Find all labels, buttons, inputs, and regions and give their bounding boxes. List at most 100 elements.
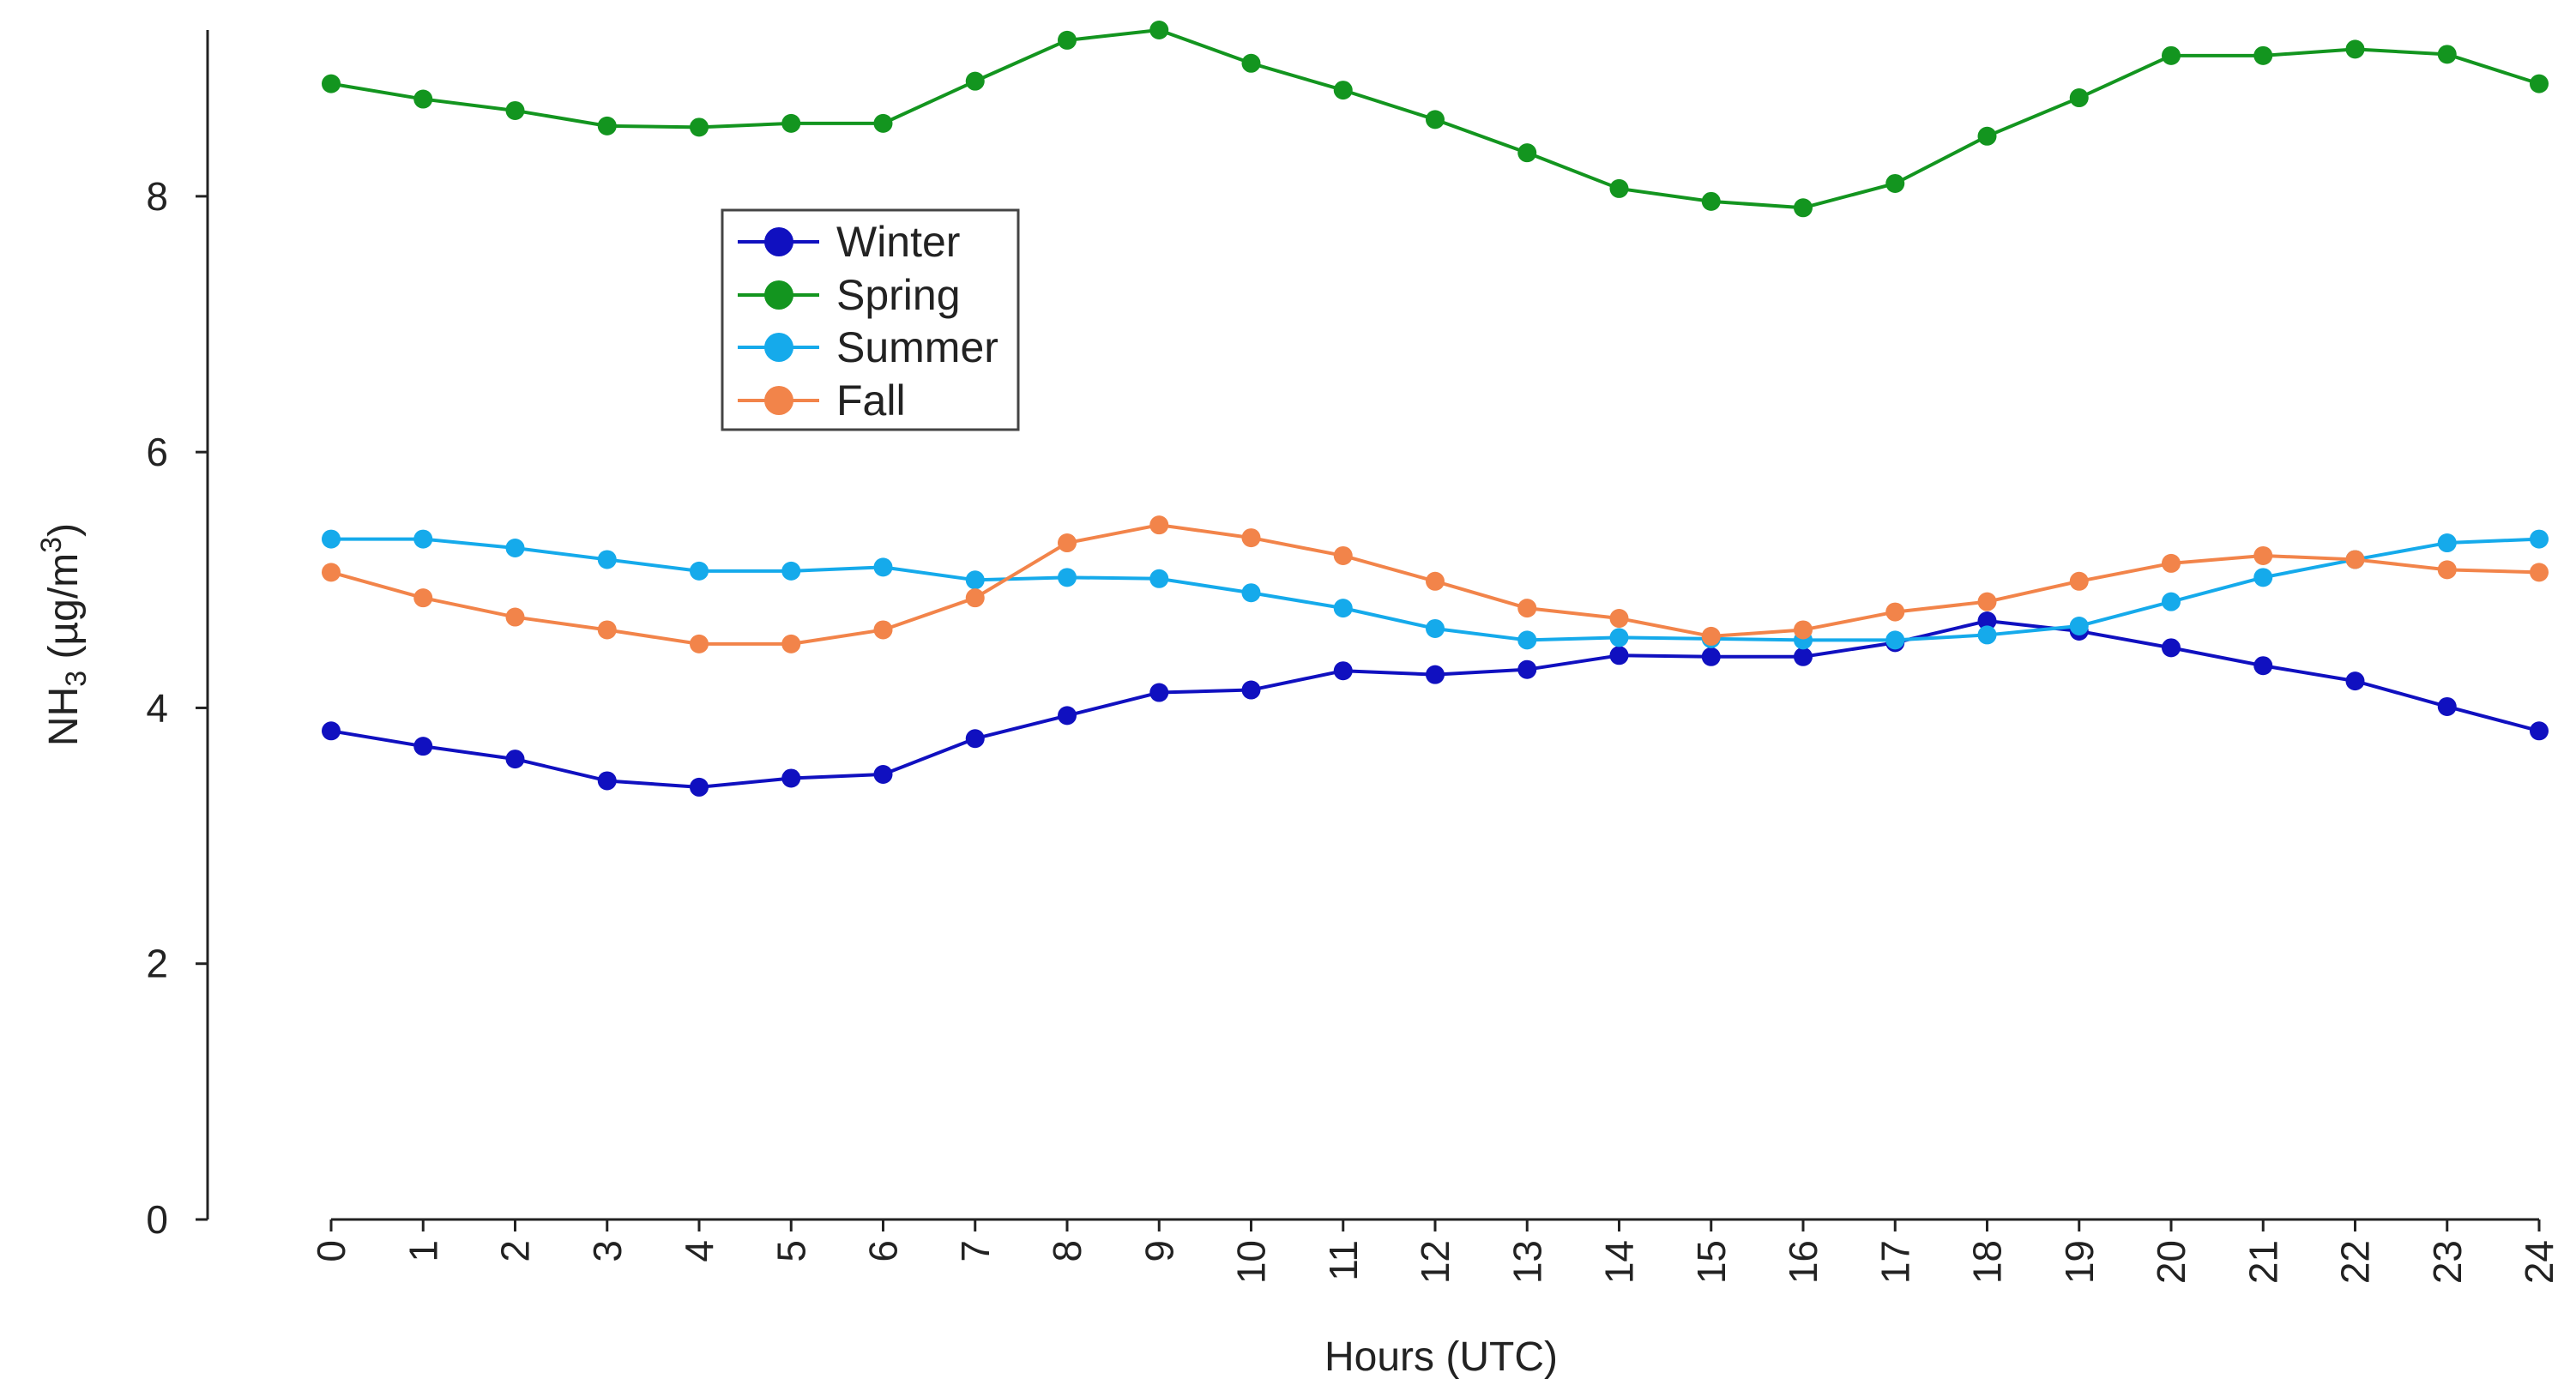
x-tick-label: 2 — [493, 1240, 538, 1262]
data-point-summer — [690, 561, 709, 581]
data-point-summer — [505, 539, 525, 558]
y-axis-title: NH3 (µg/m3) — [35, 523, 93, 746]
data-point-summer — [1149, 569, 1169, 588]
axes — [206, 30, 2539, 1221]
data-point-fall — [1794, 620, 1813, 640]
x-tick-label: 17 — [1873, 1240, 1917, 1284]
x-tick-label: 5 — [769, 1240, 813, 1262]
data-point-fall — [965, 588, 985, 608]
x-tick-label: 15 — [1689, 1240, 1734, 1284]
data-point-winter — [322, 721, 341, 741]
x-tick-label: 7 — [953, 1240, 998, 1262]
data-point-summer — [322, 529, 341, 549]
data-point-spring — [2530, 74, 2549, 93]
data-point-fall — [322, 563, 341, 582]
data-point-spring — [1426, 110, 1445, 129]
data-point-summer — [2530, 529, 2549, 549]
x-tick-label: 4 — [677, 1240, 721, 1262]
data-point-spring — [1149, 21, 1169, 39]
data-point-summer — [2162, 592, 2181, 611]
data-point-winter — [597, 771, 617, 791]
data-point-spring — [1794, 198, 1813, 218]
data-point-winter — [2162, 638, 2181, 658]
data-point-spring — [1977, 126, 1997, 146]
data-point-winter — [1058, 706, 1077, 726]
data-point-winter — [965, 729, 985, 749]
data-point-winter — [1701, 647, 1721, 666]
x-tick-label: 21 — [2241, 1240, 2285, 1284]
data-point-winter — [1794, 647, 1813, 666]
data-point-summer — [2437, 533, 2457, 553]
data-point-spring — [1517, 143, 1537, 163]
data-point-fall — [781, 634, 801, 653]
legend-item-summer: Summer — [738, 323, 998, 371]
data-point-summer — [2069, 616, 2089, 635]
series-winter — [322, 611, 2549, 797]
data-point-fall — [1701, 626, 1721, 646]
y-ticks: 0 2 4 6 8 — [146, 174, 208, 1242]
data-point-spring — [2162, 45, 2181, 65]
data-point-summer — [1058, 568, 1077, 587]
data-point-winter — [2530, 721, 2549, 741]
legend-item-fall: Fall — [738, 376, 906, 425]
x-ticks: 0 1 2 3 4 5 6 7 8 9 10 11 12 13 14 15 16 17 18 19 20 21 22 23 24 — [309, 1219, 2561, 1284]
data-point-fall — [505, 607, 525, 627]
y-tick-label: 4 — [146, 685, 168, 730]
x-tick-label: 24 — [2517, 1240, 2561, 1284]
y-axis-title-middle: (µg/m — [41, 553, 87, 671]
data-point-fall — [597, 620, 617, 640]
data-point-summer — [1241, 583, 1261, 603]
data-point-fall — [1977, 592, 1997, 611]
y-tick-label: 8 — [146, 174, 168, 219]
x-axis-title: Hours (UTC) — [1324, 1334, 1558, 1380]
data-point-fall — [2437, 560, 2457, 580]
data-point-fall — [690, 634, 709, 653]
data-point-winter — [690, 777, 709, 797]
data-point-spring — [322, 74, 341, 93]
x-tick-label: 20 — [2149, 1240, 2193, 1284]
data-point-summer — [1426, 618, 1445, 638]
data-point-winter — [1426, 665, 1445, 684]
legend-marker — [764, 280, 793, 310]
legend-marker — [764, 333, 793, 362]
x-tick-label: 22 — [2333, 1240, 2378, 1284]
x-tick-label: 8 — [1045, 1240, 1089, 1262]
data-point-summer — [1333, 599, 1353, 618]
legend-item-spring: Spring — [738, 271, 961, 319]
data-point-spring — [1701, 191, 1721, 211]
data-point-fall — [1058, 533, 1077, 553]
data-point-fall — [2530, 563, 2549, 582]
data-point-fall — [2345, 550, 2365, 569]
legend-label: Fall — [836, 376, 906, 425]
data-point-fall — [1426, 571, 1445, 591]
data-point-spring — [1609, 178, 1629, 198]
data-point-winter — [1149, 683, 1169, 702]
data-point-summer — [1609, 628, 1629, 647]
data-point-fall — [873, 620, 893, 640]
series-layer — [322, 21, 2549, 797]
x-tick-label: 19 — [2057, 1240, 2102, 1284]
data-point-spring — [2069, 88, 2089, 108]
data-point-summer — [413, 529, 433, 549]
legend-label: Winter — [836, 218, 960, 266]
data-point-summer — [873, 557, 893, 577]
data-point-winter — [781, 768, 801, 788]
x-tick-label: 13 — [1505, 1240, 1549, 1284]
data-point-spring — [1333, 81, 1353, 100]
data-point-spring — [965, 71, 985, 91]
legend-label: Summer — [836, 323, 998, 371]
data-point-spring — [413, 89, 433, 109]
data-point-fall — [1517, 599, 1537, 618]
data-point-fall — [1241, 528, 1261, 548]
x-tick-label: 23 — [2425, 1240, 2470, 1284]
data-point-spring — [873, 113, 893, 133]
y-axis-title-subscript: 3 — [60, 671, 93, 687]
data-point-winter — [505, 750, 525, 769]
data-point-summer — [1885, 630, 1905, 650]
x-tick-label: 18 — [1965, 1240, 2010, 1284]
legend-label: Spring — [836, 271, 961, 319]
data-point-fall — [2253, 545, 2273, 565]
data-point-spring — [781, 113, 801, 133]
data-point-summer — [781, 561, 801, 581]
